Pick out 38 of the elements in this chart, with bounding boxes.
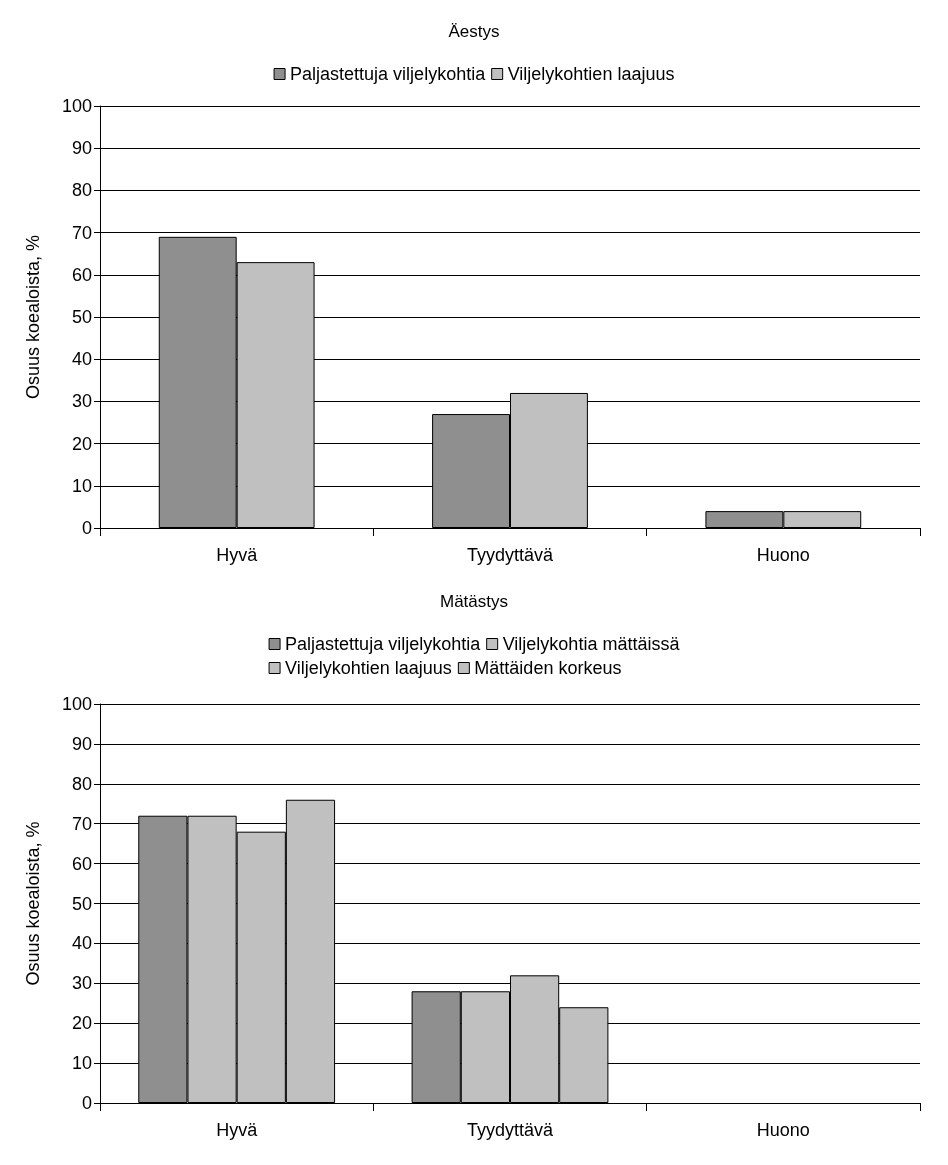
y-tick-label: 70 <box>71 813 92 834</box>
x-tick-label: Tyydyttävä <box>466 545 554 565</box>
y-tick-label: 80 <box>71 773 92 794</box>
y-tick-label: 20 <box>71 1013 92 1034</box>
y-tick-label: 90 <box>71 138 92 159</box>
y-tick-label: 70 <box>71 222 92 243</box>
legend-label: Viljelykohtien laajuus <box>507 64 675 84</box>
legend-label: Viljelykohtien laajuus <box>285 658 452 678</box>
legend-label: Paljastettuja viljelykohtia <box>285 634 482 654</box>
y-tick-label: 30 <box>71 391 92 412</box>
legend-label: Viljelykohtia mättäissä <box>502 634 681 654</box>
chart-title: Mätästys <box>439 592 509 611</box>
y-tick-label: 50 <box>71 893 92 914</box>
y-tick-label: 50 <box>71 307 92 327</box>
x-tick-label: Hyvä <box>216 1120 259 1140</box>
y-tick-label: 90 <box>71 733 92 754</box>
y-tick-label: 0 <box>81 518 92 538</box>
y-tick-label: 100 <box>61 694 92 714</box>
y-tick-label: 100 <box>61 96 92 116</box>
y-tick-label: 0 <box>81 1093 92 1113</box>
y-tick-label: 10 <box>71 475 92 496</box>
y-tick-label: 20 <box>71 433 92 454</box>
y-axis-title: Osuus koealoista, % <box>23 821 43 986</box>
x-tick-label: Huono <box>756 1120 810 1140</box>
y-tick-label: 60 <box>71 853 92 874</box>
y-tick-label: 80 <box>71 180 92 201</box>
x-tick-label: Huono <box>756 545 810 565</box>
y-tick-label: 30 <box>71 973 92 994</box>
legend-label: Paljastettuja viljelykohtia <box>290 64 487 84</box>
y-tick-label: 10 <box>71 1053 92 1074</box>
y-tick-label: 40 <box>71 349 92 370</box>
y-axis-title: Osuus koealoista, % <box>23 234 43 400</box>
legend-label: Mättäiden korkeus <box>474 658 622 678</box>
x-tick-label: Hyvä <box>216 545 259 565</box>
y-tick-label: 40 <box>71 933 92 954</box>
chart-title: Äestys <box>448 22 500 41</box>
x-tick-label: Tyydyttävä <box>466 1120 554 1140</box>
y-tick-label: 60 <box>71 264 92 285</box>
